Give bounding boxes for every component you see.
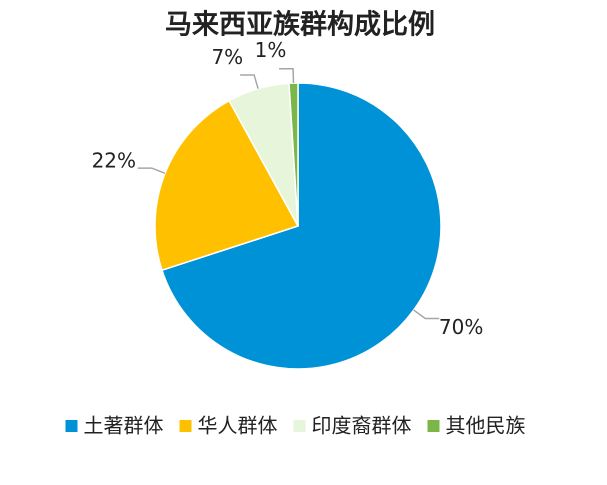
leader-line (279, 68, 295, 84)
data-label: 1% (255, 38, 287, 62)
legend-label: 华人群体 (198, 414, 278, 438)
data-label: 22% (92, 148, 136, 172)
legend-swatch (427, 420, 440, 432)
legend-swatch (293, 420, 306, 432)
legend-label: 印度裔群体 (312, 414, 412, 438)
leader-line (240, 74, 259, 89)
pie-slice (288, 82, 299, 227)
data-label: 7% (211, 45, 243, 69)
data-label: 70% (439, 315, 483, 339)
legend-swatch (179, 420, 192, 432)
legend-swatch (65, 420, 78, 432)
leader-line (413, 309, 440, 320)
legend-label: 土著群体 (84, 414, 164, 438)
legend-label: 其他民族 (446, 414, 526, 438)
chart-title: 马来西亚族群构成比例 (165, 9, 435, 41)
leader-line (137, 167, 166, 175)
